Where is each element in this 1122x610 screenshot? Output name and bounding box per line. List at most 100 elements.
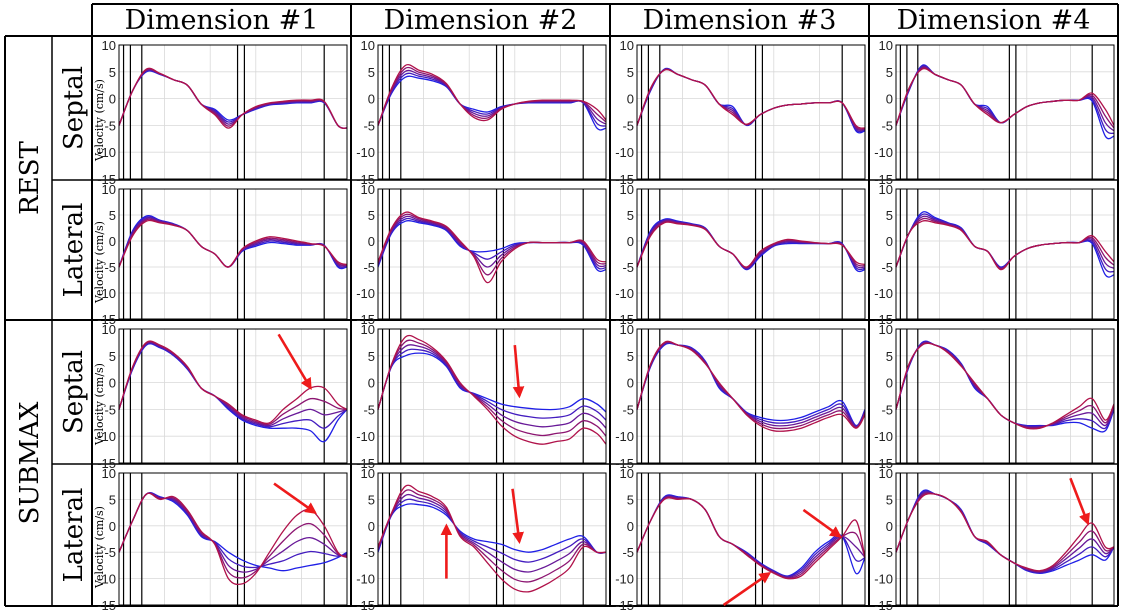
series-line	[895, 67, 1115, 126]
plot-area	[378, 329, 606, 463]
plot-area	[637, 189, 865, 319]
y-tick-label: 5	[627, 208, 634, 223]
axes-box	[118, 44, 348, 180]
y-tick-label: -10	[874, 286, 893, 301]
series-line	[377, 339, 607, 437]
y-tick-label: -15	[356, 312, 375, 327]
y-tick-label: 10	[879, 322, 893, 337]
y-tick-label: 5	[109, 208, 116, 223]
series-line	[118, 492, 348, 569]
y-tick-label: 0	[627, 234, 634, 249]
series-line	[377, 348, 607, 421]
y-tick-label: -10	[615, 429, 634, 444]
y-tick-label: -15	[874, 598, 893, 610]
annotation-arrow	[1069, 477, 1090, 526]
chart-panel: -15 -10 -5 0 5 10	[356, 38, 607, 187]
series-line	[895, 219, 1115, 271]
wall-label: Septal	[59, 350, 89, 434]
chart-panel: -15 -10 -5 0 5 10	[615, 38, 866, 187]
y-tick-label: -5	[363, 260, 375, 275]
y-tick-label: -15	[97, 172, 116, 187]
y-tick-label: 10	[620, 182, 634, 197]
y-tick-label: -10	[97, 145, 116, 160]
y-tick-label: -5	[104, 545, 116, 560]
y-tick-label: -5	[881, 545, 893, 560]
y-tick-label: 5	[368, 349, 375, 364]
chart-panel: -15 -10 -5 0 5 10	[356, 322, 607, 471]
y-tick-label: -15	[97, 312, 116, 327]
y-tick-label: -5	[622, 402, 634, 417]
y-tick-label: -15	[615, 172, 634, 187]
chart-panel: -15 -10 -5 0 5 10 Velocity (cm/s)	[93, 38, 348, 187]
y-tick-label: 0	[886, 376, 893, 391]
series-line	[118, 492, 348, 579]
y-tick-label: -5	[881, 402, 893, 417]
plot-area	[119, 189, 347, 319]
y-tick-label: -15	[356, 456, 375, 471]
y-tick-label: 0	[109, 92, 116, 107]
y-tick-label: 5	[627, 492, 634, 507]
y-tick-label: -15	[874, 172, 893, 187]
series-line	[636, 340, 866, 432]
chart-panel: -15 -10 -5 0 5 10	[874, 182, 1115, 327]
wall-label: Septal	[59, 66, 89, 150]
y-tick-label: -15	[874, 456, 893, 471]
plot-area	[119, 329, 347, 463]
plot-area	[637, 329, 865, 463]
y-tick-label: -5	[104, 260, 116, 275]
y-tick-label: -15	[615, 312, 634, 327]
axes-box	[895, 328, 1115, 464]
y-tick-label: -5	[622, 545, 634, 560]
axes-box	[636, 44, 866, 180]
y-tick-label: -5	[104, 402, 116, 417]
y-tick-label: -15	[874, 312, 893, 327]
y-tick-label: -10	[615, 145, 634, 160]
y-tick-label: 0	[109, 519, 116, 534]
y-tick-label: 10	[879, 38, 893, 53]
series-line	[377, 334, 607, 445]
y-tick-label: -10	[356, 429, 375, 444]
series-line	[895, 342, 1115, 430]
column-header: Dimension #1	[125, 5, 319, 36]
series-line	[636, 221, 866, 268]
y-axis-label: Velocity (cm/s)	[93, 506, 106, 589]
chart-panel: -15 -10 -5 0 5 10	[874, 466, 1115, 610]
y-tick-label: 5	[886, 492, 893, 507]
y-tick-label: 0	[627, 92, 634, 107]
plot-area	[896, 45, 1114, 179]
series-line	[118, 67, 348, 129]
y-axis-label: Velocity (cm/s)	[93, 363, 106, 446]
series-line	[636, 69, 866, 129]
plot-area	[378, 189, 606, 319]
y-tick-label: 10	[361, 38, 375, 53]
chart-panel: -15 -10 -5 0 5 10 Velocity (cm/s)	[93, 322, 348, 471]
axes-box	[636, 472, 866, 606]
column-header: Dimension #4	[897, 5, 1091, 36]
y-tick-label: 0	[886, 234, 893, 249]
y-tick-label: -15	[356, 172, 375, 187]
annotation-arrow	[511, 488, 524, 544]
y-tick-label: -10	[97, 286, 116, 301]
series-line	[377, 484, 607, 593]
y-tick-label: -15	[615, 598, 634, 610]
chart-panel: -15 -10 -5 0 5 10 Velocity (cm/s)	[93, 182, 348, 327]
y-tick-label: 0	[627, 376, 634, 391]
series-line	[118, 219, 348, 268]
y-tick-label: -10	[874, 145, 893, 160]
y-tick-label: -5	[363, 118, 375, 133]
series-line	[377, 493, 607, 573]
y-tick-label: 0	[109, 376, 116, 391]
y-tick-label: 5	[886, 65, 893, 80]
y-tick-label: 0	[368, 376, 375, 391]
plot-area	[896, 189, 1114, 319]
y-tick-label: -10	[874, 429, 893, 444]
y-tick-label: 10	[620, 466, 634, 481]
y-tick-label: 5	[109, 492, 116, 507]
column-header: Dimension #3	[643, 5, 837, 36]
axes-box	[377, 472, 607, 606]
series-line	[377, 64, 607, 126]
plot-area	[896, 329, 1114, 463]
series-line	[636, 497, 866, 580]
annotation-arrow	[802, 508, 842, 538]
